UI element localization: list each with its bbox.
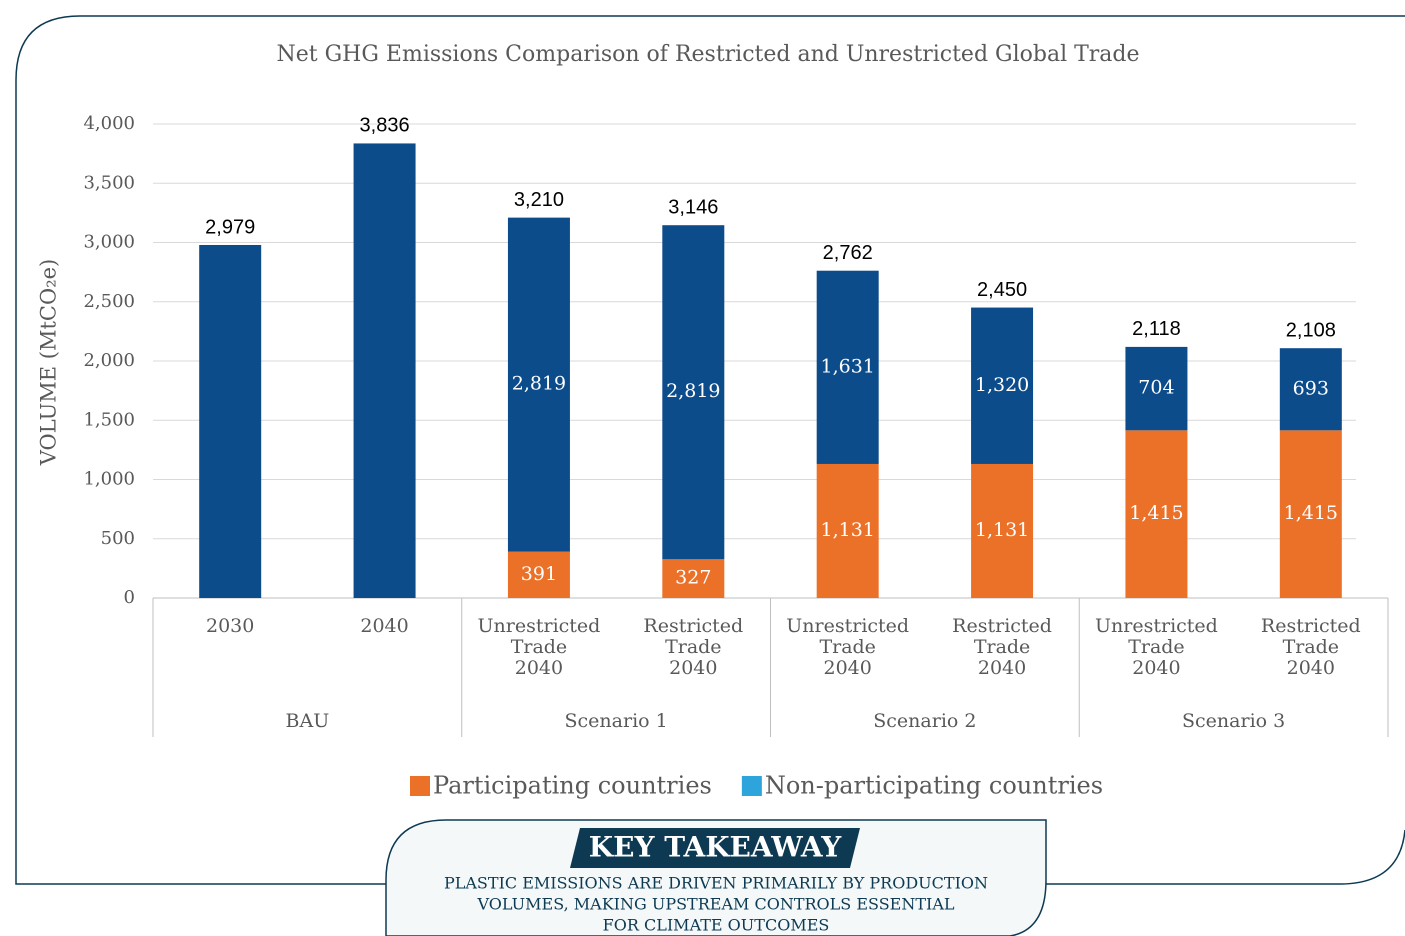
legend-swatch [741, 776, 762, 796]
group-label: BAU [286, 710, 330, 732]
x-tick-label: 2040 [1287, 657, 1335, 679]
value-label: 1,131 [975, 519, 1029, 541]
y-tick-label: 1,000 [83, 469, 135, 490]
value-label: 391 [521, 563, 557, 585]
x-tick-label: Restricted [643, 615, 743, 637]
x-tick-label: 2040 [515, 657, 563, 679]
x-tick-label: Restricted [952, 615, 1052, 637]
takeaway-box [385, 819, 1047, 936]
takeaway-line: FOR CLIMATE OUTCOMES [603, 916, 830, 935]
value-label: 1,631 [820, 355, 874, 377]
x-tick-label: 2040 [824, 657, 872, 679]
y-tick-label: 3,500 [83, 172, 135, 193]
total-label: 3,836 [360, 115, 410, 137]
bar-segment [1125, 346, 1188, 431]
value-label: 704 [1138, 377, 1174, 399]
y-tick-label: 0 [124, 587, 135, 608]
bar-segment [816, 270, 879, 464]
x-tick-label: 2040 [1132, 657, 1180, 679]
takeaway-line: PLASTIC EMISSIONS ARE DRIVEN PRIMARILY B… [444, 874, 988, 893]
total-label: 2,108 [1286, 319, 1336, 341]
y-tick-label: 2,500 [83, 291, 135, 312]
x-tick-label: Unrestricted [1095, 615, 1218, 637]
y-axis-label: VOLUME (MtCO₂e) [37, 259, 61, 466]
takeaway-line: VOLUMES, MAKING UPSTREAM CONTROLS ESSENT… [477, 895, 955, 914]
x-tick-label: Trade [974, 636, 1031, 658]
frame [15, 15, 1405, 885]
x-tick-label: Restricted [1261, 615, 1361, 637]
x-tick-label: Trade [819, 636, 876, 658]
group-label: Scenario 1 [565, 710, 668, 732]
total-label: 3,210 [514, 189, 564, 211]
bar-segment [971, 463, 1034, 598]
x-tick-label: Trade [665, 636, 722, 658]
total-label: 3,146 [668, 196, 718, 218]
value-label: 2,819 [512, 373, 566, 395]
x-tick-label: Trade [1128, 636, 1185, 658]
chart-title: Net GHG Emissions Comparison of Restrict… [276, 42, 1139, 67]
value-label: 1,415 [1129, 502, 1183, 524]
group-label: Scenario 3 [1182, 710, 1285, 732]
x-tick-label: 2040 [978, 657, 1026, 679]
total-label: 2,762 [823, 242, 873, 264]
value-label: 1,320 [975, 374, 1029, 396]
bar-segment [507, 551, 570, 598]
x-tick-label: Unrestricted [786, 615, 909, 637]
bar-segment [971, 307, 1034, 464]
bar-segment [662, 559, 725, 598]
group-label: Scenario 2 [873, 710, 976, 732]
y-tick-label: 500 [101, 528, 135, 549]
takeaway-pill [570, 828, 860, 868]
value-label: 1,415 [1284, 502, 1338, 524]
bar-segment [662, 225, 725, 560]
bar-segment [1125, 430, 1188, 598]
x-tick-label: 2040 [360, 615, 408, 637]
legend-label: Participating countries [433, 772, 712, 800]
value-label: 2,819 [666, 380, 720, 402]
value-label: 1,131 [820, 519, 874, 541]
x-tick-label: Trade [1283, 636, 1340, 658]
y-tick-label: 3,000 [83, 232, 135, 253]
takeaway-heading: KEY TAKEAWAY [589, 831, 842, 864]
y-tick-label: 1,500 [83, 409, 135, 430]
y-tick-label: 4,000 [83, 113, 135, 134]
value-label: 693 [1293, 377, 1329, 399]
y-tick-label: 2,000 [83, 350, 135, 371]
total-label: 2,979 [205, 216, 255, 238]
total-label: 2,118 [1132, 318, 1181, 340]
legend-swatch [410, 776, 430, 796]
x-tick-label: 2030 [206, 615, 254, 637]
value-label: 327 [675, 567, 711, 589]
x-tick-label: 2040 [669, 657, 717, 679]
bar-segment [1279, 430, 1342, 598]
bar-segment [1279, 348, 1342, 431]
total-label: 2,450 [977, 279, 1027, 301]
x-tick-label: Trade [511, 636, 568, 658]
bar-segment [353, 143, 416, 598]
x-tick-label: Unrestricted [478, 615, 601, 637]
bar-segment [199, 244, 262, 598]
bar-segment [507, 217, 570, 552]
bar-segment [816, 463, 879, 598]
legend-label: Non-participating countries [765, 772, 1103, 800]
